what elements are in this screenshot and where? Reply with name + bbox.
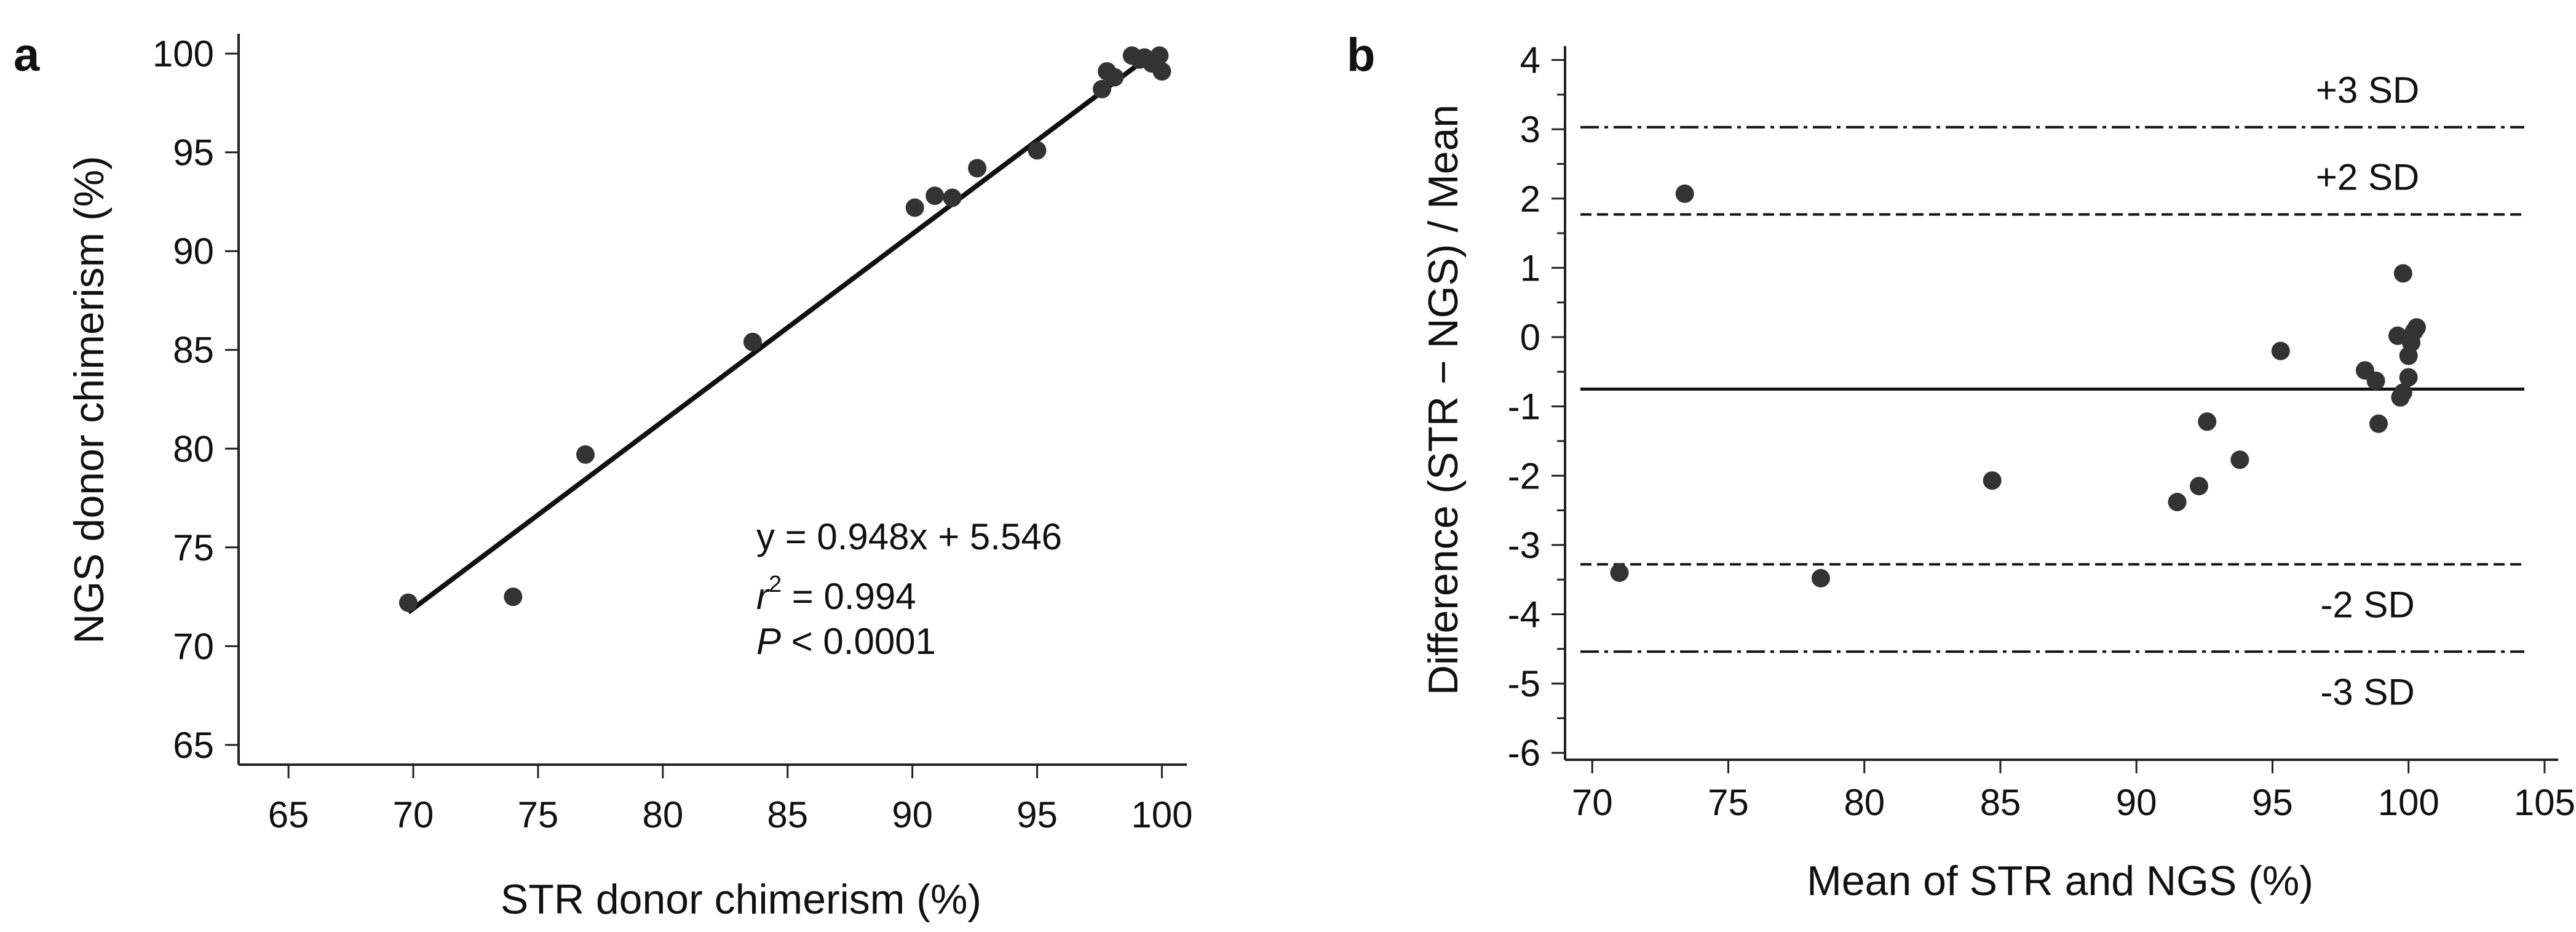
a-r-squared: r2 = 0.994 bbox=[756, 572, 916, 617]
b-y-axis-title: Difference (STR − NGS) / Mean bbox=[1420, 105, 1467, 696]
a-y-tick-label: 65 bbox=[173, 725, 214, 766]
b-data-point bbox=[2367, 372, 2385, 390]
b-data-point bbox=[2230, 450, 2249, 469]
a-y-tick-label: 100 bbox=[153, 33, 214, 74]
a-x-tick-label: 90 bbox=[892, 794, 933, 835]
b-x-tick-label: 75 bbox=[1708, 782, 1749, 823]
b-data-point bbox=[1676, 185, 1694, 203]
a-y-tick-label: 95 bbox=[173, 132, 214, 173]
a-x-ticks: 65 70 75 80 85 90 95 100 bbox=[268, 765, 1193, 835]
a-y-axis-title: NGS donor chimerism (%) bbox=[66, 156, 113, 644]
a-data-point bbox=[1152, 62, 1171, 81]
b-y-tick-label: -6 bbox=[1508, 733, 1540, 774]
a-data-point bbox=[1105, 68, 1124, 87]
a-y-tick-label: 85 bbox=[173, 330, 214, 371]
b-y-ticks: -6 -5 -4 -3 -2 -1 0 1 2 3 4 bbox=[1508, 40, 1565, 774]
a-x-tick-label: 80 bbox=[642, 794, 683, 835]
a-r-value: = 0.994 bbox=[782, 576, 916, 617]
a-y-tick-label: 70 bbox=[173, 626, 214, 667]
a-y-ticks: 65 70 75 80 85 90 95 100 bbox=[153, 33, 239, 766]
b-x-tick-label: 95 bbox=[2252, 782, 2293, 823]
b-y-tick-label: 4 bbox=[1520, 40, 1540, 81]
b-y-tick-label: 3 bbox=[1520, 109, 1540, 150]
b-x-tick-label: 90 bbox=[2116, 782, 2157, 823]
panel-label-b: b bbox=[1347, 29, 1375, 81]
b-x-ticks: 70 75 80 85 90 95 100 105 bbox=[1572, 760, 2575, 823]
a-data-point bbox=[576, 445, 595, 464]
b-y-tick-label: -1 bbox=[1508, 386, 1540, 428]
b-y-tick-label: 1 bbox=[1520, 247, 1540, 289]
b-y-tick-label: -3 bbox=[1508, 525, 1540, 566]
b-data-point bbox=[2168, 493, 2187, 511]
a-data-point bbox=[925, 186, 944, 205]
a-x-tick-label: 100 bbox=[1131, 794, 1192, 835]
a-y-tick-label: 75 bbox=[173, 527, 214, 568]
b-x-axis-title: Mean of STR and NGS (%) bbox=[1807, 858, 2313, 904]
a-data-point bbox=[1028, 141, 1047, 159]
b-x-tick-label: 105 bbox=[2514, 782, 2575, 823]
b-data-point bbox=[1983, 471, 2002, 490]
a-r-label: r bbox=[756, 576, 770, 617]
a-data-point bbox=[1150, 46, 1168, 65]
a-x-tick-label: 75 bbox=[518, 794, 559, 835]
b-x-tick-label: 80 bbox=[1844, 782, 1885, 823]
b-data-point bbox=[2408, 318, 2426, 337]
a-y-tick-label: 90 bbox=[173, 231, 214, 272]
a-x-axis-title: STR donor chimerism (%) bbox=[501, 876, 981, 923]
b-y-tick-label: -4 bbox=[1508, 594, 1540, 635]
b-y-tick-label: 2 bbox=[1520, 178, 1540, 220]
panel-a: a 65 70 75 80 85 90 95 100 65 70 75 80 85 90 95 100 ST… bbox=[14, 29, 1192, 923]
b-y-tick-label: 0 bbox=[1520, 317, 1540, 358]
a-data-point bbox=[399, 594, 418, 612]
a-x-tick-label: 70 bbox=[393, 794, 434, 835]
a-x-tick-label: 65 bbox=[268, 794, 309, 835]
b-data-point bbox=[2394, 264, 2412, 282]
b-x-tick-label: 70 bbox=[1572, 782, 1613, 823]
a-x-tick-label: 95 bbox=[1017, 794, 1058, 835]
a-p-label: P bbox=[756, 621, 781, 662]
a-data-point bbox=[504, 587, 522, 606]
b-data-points bbox=[1610, 185, 2425, 587]
b-data-point bbox=[1812, 569, 1830, 587]
a-y-tick-label: 80 bbox=[173, 428, 214, 469]
a-p-text: < 0.0001 bbox=[781, 621, 936, 662]
b-ref-label-minus-2sd: -2 SD bbox=[2320, 584, 2414, 625]
b-x-tick-label: 100 bbox=[2378, 782, 2439, 823]
b-data-point bbox=[2272, 342, 2290, 360]
b-ref-label-plus-3sd: +3 SD bbox=[2316, 70, 2419, 111]
a-p-value: P < 0.0001 bbox=[756, 621, 936, 662]
b-data-point bbox=[2400, 368, 2418, 386]
b-data-point bbox=[1610, 564, 1628, 582]
panel-b: b 70 75 80 85 90 95 100 105 -6 -5 -4 -3 -2 -1 0 1 2 3 4 +… bbox=[1347, 29, 2575, 904]
figure: a 65 70 75 80 85 90 95 100 65 70 75 80 85 90 95 100 ST… bbox=[0, 0, 2576, 932]
a-data-point bbox=[968, 159, 986, 177]
b-x-tick-label: 85 bbox=[1980, 782, 2021, 823]
b-ref-label-minus-3sd: -3 SD bbox=[2320, 671, 2414, 712]
a-r-sup: 2 bbox=[769, 572, 782, 597]
a-data-point bbox=[906, 199, 924, 217]
b-y-tick-label: -5 bbox=[1508, 663, 1540, 704]
b-y-tick-label: -2 bbox=[1508, 455, 1540, 496]
b-data-point bbox=[2190, 477, 2208, 495]
a-data-point bbox=[743, 333, 762, 351]
a-data-point bbox=[943, 188, 962, 207]
b-data-point bbox=[2198, 412, 2216, 431]
a-equation: y = 0.948x + 5.546 bbox=[756, 516, 1062, 557]
a-x-tick-label: 85 bbox=[767, 794, 808, 835]
b-data-point bbox=[2369, 415, 2388, 433]
panel-label-a: a bbox=[14, 29, 40, 81]
b-reference-lines: +2 SD -2 SD +3 SD -3 SD bbox=[1580, 70, 2524, 713]
b-ref-label-plus-2sd: +2 SD bbox=[2316, 157, 2419, 198]
